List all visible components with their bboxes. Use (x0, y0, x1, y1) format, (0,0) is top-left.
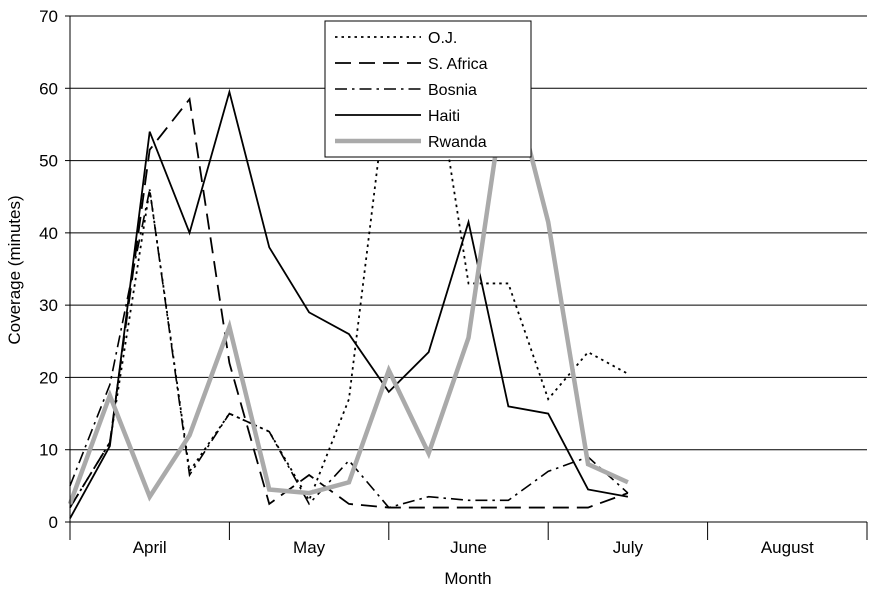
y-axis-title: Coverage (minutes) (5, 195, 24, 344)
legend-label: Rwanda (428, 134, 487, 151)
legend-label: O.J. (428, 30, 457, 47)
y-tick-label: 40 (39, 224, 58, 243)
x-tick-label: August (761, 538, 814, 557)
x-tick-label: April (133, 538, 167, 557)
legend-label: Bosnia (428, 82, 477, 99)
legend-label: Haiti (428, 108, 460, 125)
legend-label: S. Africa (428, 56, 488, 73)
series-line-4 (67, 66, 629, 505)
legend: O.J. S. Africa Bosnia Haiti Rwanda (324, 20, 532, 158)
y-tick-label: 20 (39, 368, 58, 387)
legend-box (324, 20, 532, 158)
y-tick-label: 50 (39, 152, 58, 171)
y-tick-label: 30 (39, 296, 58, 315)
x-tick-label: May (293, 538, 326, 557)
y-tick-label: 70 (39, 7, 58, 26)
series-line-2 (69, 189, 629, 509)
x-tick-label: July (613, 538, 644, 557)
x-axis-title: Month (444, 569, 491, 588)
axes (65, 15, 868, 540)
y-tick-label: 60 (39, 79, 58, 98)
y-tick-labels: 0 10 20 30 40 50 60 70 (39, 7, 58, 532)
series-line-3 (69, 88, 629, 519)
x-tick-labels: April May June July August (133, 538, 814, 557)
x-tick-label: June (450, 538, 487, 557)
series-lines (67, 24, 629, 519)
y-tick-label: 0 (49, 513, 58, 532)
y-tick-label: 10 (39, 441, 58, 460)
series-line-1 (69, 96, 629, 509)
